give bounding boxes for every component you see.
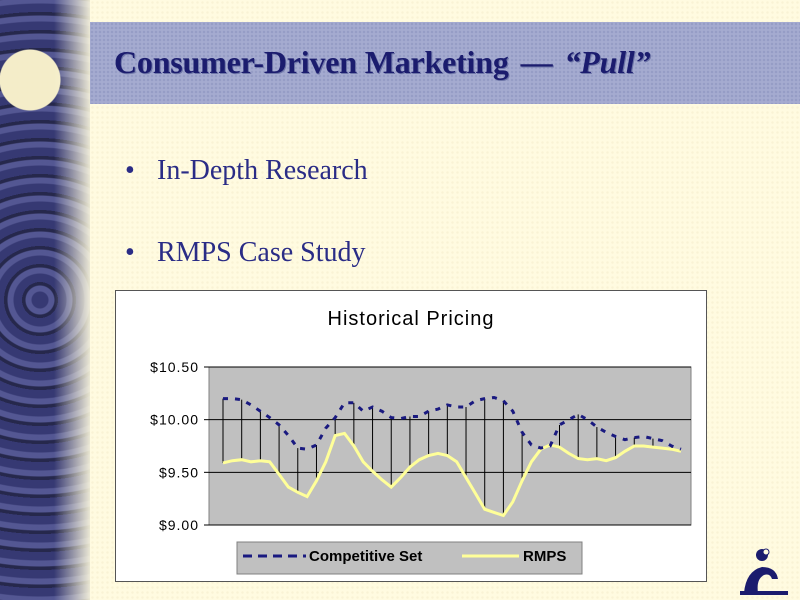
grape-photo-strip xyxy=(0,0,90,600)
bullet-text: In-Depth Research xyxy=(157,155,368,186)
chart-canvas: Historical Pricing $10.50 $10.00 $9.50 $9.0… xyxy=(150,308,692,575)
chart-title: Historical Pricing xyxy=(328,308,495,330)
legend-rmps-label: RMPS xyxy=(523,548,566,565)
legend-competitive-set-label: Competitive Set xyxy=(309,548,422,565)
slide-title-main: Consumer-Driven Marketing xyxy=(114,44,509,80)
slide-title-quote: “Pull” xyxy=(564,44,651,80)
bullet-marker: • xyxy=(125,237,135,268)
y-tick-label: $9.00 xyxy=(159,517,199,533)
y-tick-label: $10.00 xyxy=(150,412,199,428)
bullet-item: • In-Depth Research xyxy=(125,155,368,237)
series-lines xyxy=(222,395,682,518)
legend-box xyxy=(236,541,583,575)
y-tick-label: $9.50 xyxy=(159,464,199,480)
drop-lines xyxy=(222,398,673,516)
y-tick-label: $10.50 xyxy=(150,359,199,375)
bullet-marker: • xyxy=(125,155,135,186)
slide-title: Consumer-Driven Marketing — “Pull” xyxy=(114,44,651,81)
series-rmps-line xyxy=(222,431,682,518)
gridlines xyxy=(209,366,691,526)
bullet-list: • In-Depth Research • RMPS Case Study xyxy=(125,155,368,319)
figure-logo-icon xyxy=(740,548,788,595)
historical-pricing-chart: Historical Pricing $10.50 $10.00 $9.50 $9.0… xyxy=(115,290,707,582)
plot-area xyxy=(208,366,692,526)
y-axis-ticks: $10.50 $10.00 $9.50 $9.00 xyxy=(150,359,209,533)
slide-title-separator: — xyxy=(520,44,553,80)
legend: Competitive Set RMPS xyxy=(236,541,583,575)
title-bar xyxy=(90,22,800,104)
series-competitive-set-line xyxy=(223,395,682,451)
bullet-item: • RMPS Case Study xyxy=(125,237,368,319)
bullet-text: RMPS Case Study xyxy=(157,237,366,268)
